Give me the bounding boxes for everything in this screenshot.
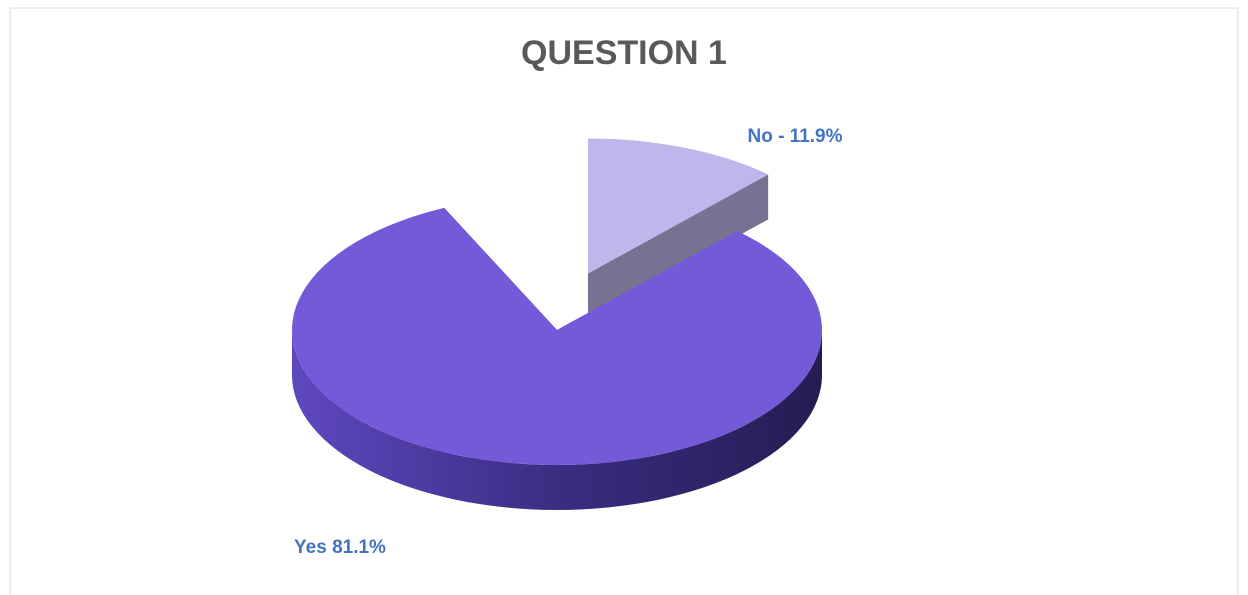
pie [291,138,823,510]
chart-title: QUESTION 1 [521,34,727,72]
pie-slice [587,138,769,274]
pie-slice [291,207,823,466]
data-label: No - 11.9% [747,126,842,147]
slice-side [292,330,822,510]
data-label: Yes 81.1% [294,537,386,558]
slice-face [587,174,769,319]
chart-frame [9,7,1239,595]
